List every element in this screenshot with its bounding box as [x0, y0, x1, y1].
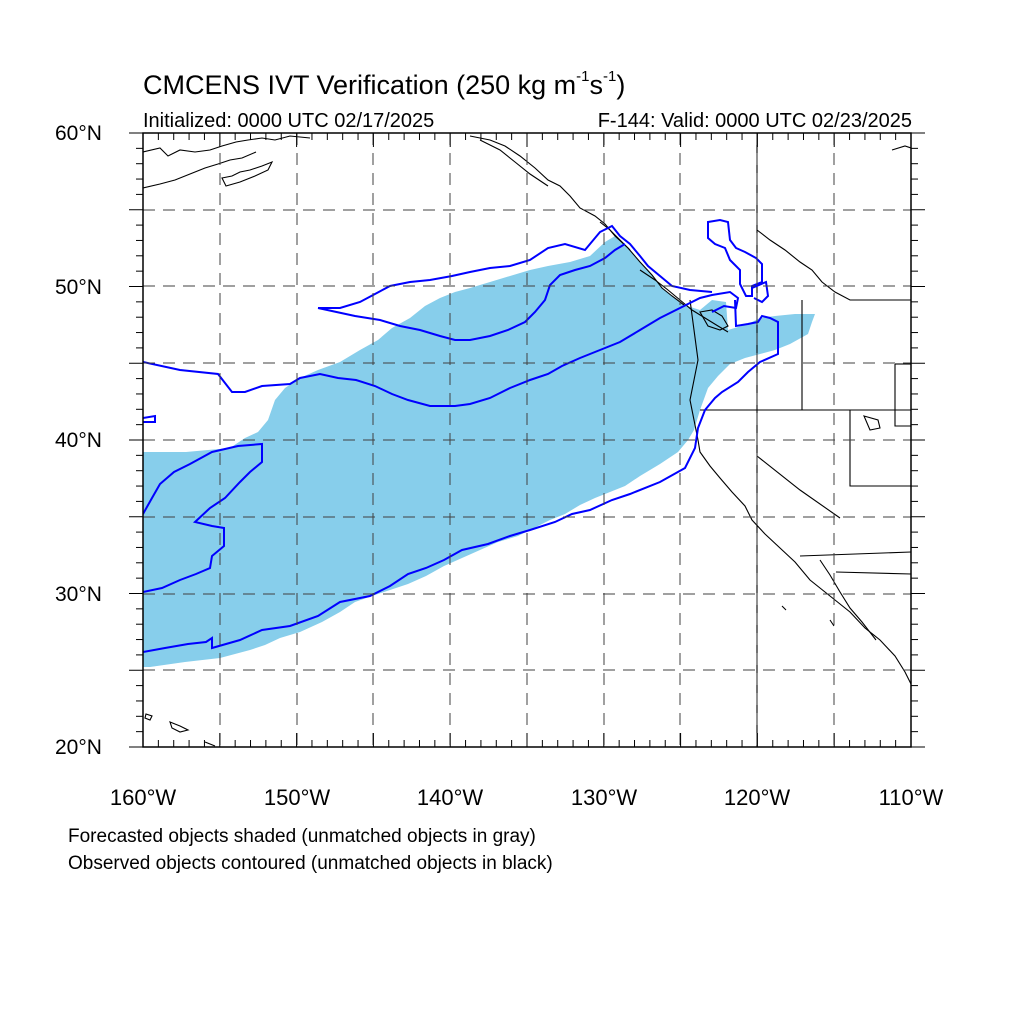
initialized-label: Initialized: 0000 UTC 02/17/2025: [143, 110, 435, 132]
valid-time-label: F-144: Valid: 0000 UTC 02/23/2025: [597, 110, 912, 132]
lat-label-30n: 30°N: [55, 583, 102, 606]
lon-label-140w: 140°W: [416, 785, 484, 810]
observed-note: Observed objects contoured (unmatched ob…: [68, 853, 553, 874]
lon-label-150w: 150°W: [263, 785, 331, 810]
observed-object-contours: [143, 218, 779, 653]
map-title: CMCENS IVT Verification (250 kg m-1s-1): [143, 68, 626, 100]
axis-ticks: [129, 132, 925, 748]
lon-label-160w: 160°W: [109, 785, 177, 810]
lon-label-130w: 130°W: [570, 785, 638, 810]
lon-label-120w: 120°W: [723, 785, 791, 810]
graticule: [143, 133, 911, 747]
lat-label-60n: 60°N: [55, 122, 102, 145]
forecast-note: Forecasted objects shaded (unmatched obj…: [68, 826, 536, 847]
lat-label-50n: 50°N: [55, 276, 102, 299]
forecast-object-shading: [143, 236, 815, 667]
lat-label-40n: 40°N: [55, 429, 102, 452]
lon-label-110w: 110°W: [878, 785, 944, 810]
lat-label-20n: 20°N: [55, 736, 102, 759]
